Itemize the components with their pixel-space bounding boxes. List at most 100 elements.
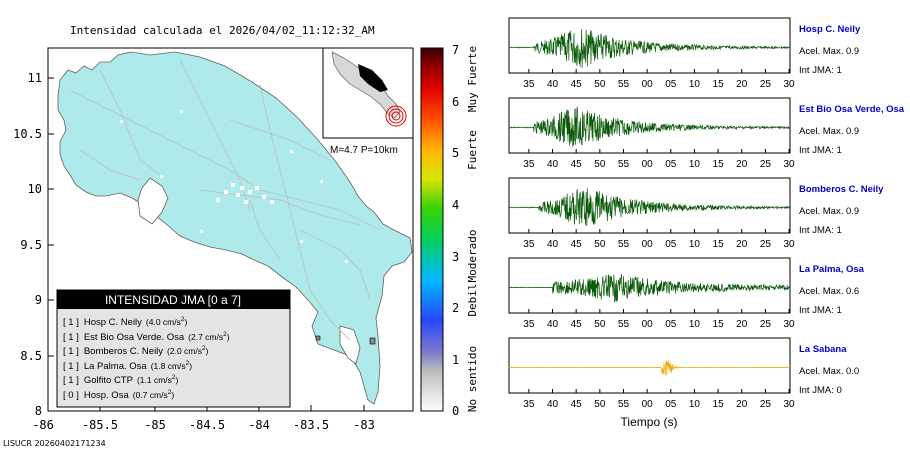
seismogram-tick-label: 50	[594, 319, 606, 330]
seismogram-tick-label: 35	[523, 159, 535, 170]
seismogram-tick-label: 50	[594, 159, 606, 170]
map-panel: -86 -85.5 -85 -84.5 -84 -83.5 -83 8 8.5 …	[13, 47, 414, 432]
seismogram-trace	[508, 188, 791, 226]
colorbar-label: No sentido	[466, 346, 479, 412]
xtick-label: -86	[32, 418, 54, 432]
station-name: Hosp C. Neily	[799, 24, 861, 35]
colorbar-tick: 6	[452, 95, 459, 109]
legend-title: INTENSIDAD JMA [0 a 7]	[105, 293, 241, 307]
seismogram-tick-label: 05	[665, 79, 677, 90]
colorbar-tick: 4	[452, 198, 459, 212]
seismogram-tick-label: 00	[642, 319, 654, 330]
seismogram-trace	[508, 106, 791, 147]
seismogram-panel: 35 40 45 50 55 00 05 10 15 20 25 30 La Sabana Acel. M…	[508, 337, 859, 410]
xtick-label: -85.5	[82, 418, 118, 432]
seismogram-tick-label: 10	[689, 159, 701, 170]
map-frame	[47, 47, 414, 412]
seismogram-tick-label: 30	[783, 159, 795, 170]
seismogram-tick-label: 25	[760, 319, 772, 330]
inset-map: M=4.7 P=10km	[322, 47, 414, 156]
costa-rica-landmass	[57, 51, 413, 405]
colorbar-tick: 5	[452, 146, 459, 160]
seismogram-trace	[509, 28, 791, 69]
seismogram-tick-label: 35	[523, 319, 535, 330]
map-xtick-labels: -86 -85.5 -85 -84.5 -84 -83.5 -83	[32, 418, 375, 432]
seismogram-tick-label: 45	[571, 319, 583, 330]
station-int-jma: Int JMA: 1	[799, 65, 842, 76]
station-acel-max: Acel. Max. 0.9	[799, 126, 859, 137]
station-name: La Palma, Osa	[799, 264, 865, 275]
seismogram-tick-label: 55	[618, 239, 630, 250]
seismogram-frame	[508, 337, 791, 394]
xtick-label: -84	[248, 418, 270, 432]
seismogram-tick-label: 35	[523, 399, 535, 410]
seismogram-tick-label: 15	[713, 319, 725, 330]
seismogram-tick-label: 05	[665, 239, 677, 250]
seismogram-tick-label: 40	[547, 319, 559, 330]
page-title: Intensidad calculada el 2026/04/02_11:12…	[70, 24, 375, 37]
legend-title-bar	[57, 290, 290, 309]
seismogram-tick-label: 45	[571, 239, 583, 250]
seismogram-tick-label: 40	[547, 79, 559, 90]
colorbar-tick: 3	[452, 250, 459, 264]
station-name: Bomberos C. Neily	[799, 184, 884, 195]
seismogram-tick-label: 55	[618, 399, 630, 410]
seismogram-tick-label: 00	[642, 399, 654, 410]
seismogram-trace	[509, 274, 791, 303]
seismogram-tick-label: 05	[665, 159, 677, 170]
epicenter-ring	[388, 108, 404, 124]
ytick-label: 11	[28, 71, 42, 85]
station-acel-max: Acel. Max. 0.9	[799, 46, 859, 57]
legend-row: [ 1 ] Hosp C. Neily (4.0 cm/s2)	[63, 316, 188, 328]
ytick-label: 9	[35, 293, 42, 307]
colorbar-label: Muy Fuerte	[466, 46, 479, 112]
seismogram-tick-label: 10	[689, 319, 701, 330]
inset-country-highlight	[358, 64, 388, 92]
seismogram-tick-label: 55	[618, 79, 630, 90]
seismogram-tick-label: 00	[642, 79, 654, 90]
seismogram-tick-label: 55	[618, 319, 630, 330]
footer-id: LISUCR 20260402171234	[3, 439, 106, 448]
intensity-legend: INTENSIDAD JMA [0 a 7] [ 1 ] Hosp C. Neil…	[56, 289, 291, 408]
ytick-label: 8	[35, 404, 42, 418]
seismogram-panels: 35 40 45 50 55 00 05 10 15 20 25 30 Hosp C. Neily Ace…	[508, 17, 905, 429]
seismogram-frame	[508, 257, 791, 314]
epicenter-station-marker	[369, 337, 376, 345]
station-acel-max: Acel. Max. 0.0	[799, 366, 859, 377]
seismogram-tick-label: 50	[594, 79, 606, 90]
legend-row: [ 1 ] Golfito CTP (1.1 cm/s2)	[63, 374, 179, 386]
seismogram-tick-label: 05	[665, 319, 677, 330]
seismogram-tick-label: 35	[523, 239, 535, 250]
seismogram-tick-label: 30	[783, 319, 795, 330]
ytick-label: 10	[28, 182, 42, 196]
colorbar-label: Moderado	[466, 230, 479, 283]
seismogram-tick-label: 40	[547, 399, 559, 410]
colorbar-tick: 2	[452, 301, 459, 315]
seismogram-tick-label: 20	[736, 79, 748, 90]
road-network	[69, 59, 381, 341]
seismogram-tick-label: 00	[642, 239, 654, 250]
colorbar-tick: 7	[452, 43, 459, 57]
seismogram-tick-label: 45	[571, 159, 583, 170]
station-int-jma: Int JMA: 0	[799, 385, 842, 396]
seismogram-tick-label: 25	[760, 159, 772, 170]
seismogram-tick-label: 50	[594, 239, 606, 250]
station-int-jma: Int JMA: 1	[799, 305, 842, 316]
seismogram-tick-label: 45	[571, 399, 583, 410]
legend-row: [ 0 ] Hosp. Osa (0.7 cm/s2)	[63, 389, 174, 401]
ytick-label: 9.5	[20, 238, 42, 252]
xtick-label: -83.5	[293, 418, 329, 432]
seismogram-tick-label: 15	[713, 79, 725, 90]
seismogram-panel: 35 40 45 50 55 00 05 10 15 20 25 30 Hosp C. Neily Ace…	[508, 17, 861, 90]
colorbar-label: Fuerte	[466, 130, 479, 170]
station-name: La Sabana	[799, 344, 847, 355]
station-int-jma: Int JMA: 1	[799, 145, 842, 156]
seismogram-tick-label: 30	[783, 399, 795, 410]
seismogram-tick-label: 30	[783, 239, 795, 250]
seismogram-tick-label: 25	[760, 239, 772, 250]
seismogram-tick-label: 10	[689, 239, 701, 250]
seismogram-tick-label: 00	[642, 159, 654, 170]
station-marker-osa	[315, 335, 321, 341]
colorbar-gradient	[420, 47, 444, 412]
